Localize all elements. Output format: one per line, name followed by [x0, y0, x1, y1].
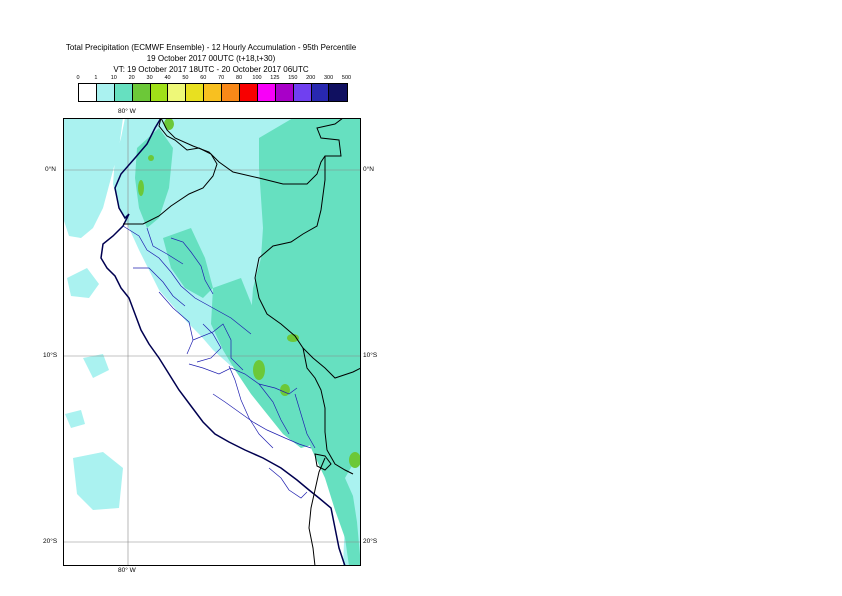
coastline [100, 118, 346, 566]
legend-swatch [132, 84, 151, 101]
legend-threshold-label: 50 [182, 75, 189, 81]
legend-threshold-label: 30 [146, 75, 153, 81]
precip-area-medium-east [251, 118, 361, 566]
legend-threshold-label: 150 [288, 75, 298, 81]
map-title: Total Precipitation (ECMWF Ensemble) - 1… [0, 42, 422, 75]
bolivia-chile-border [308, 457, 326, 566]
precip-spot-green-7 [148, 155, 154, 161]
color-legend: 0 1 10 20 30 40 50 60 70 80 100 125 150 200 300 500 [70, 75, 360, 84]
precip-spot-green-5 [287, 334, 299, 342]
legend-threshold-label: 60 [200, 75, 207, 81]
legend-threshold-label: 20 [128, 75, 135, 81]
legend-threshold-label: 125 [270, 75, 280, 81]
region-border-5 [158, 291, 194, 355]
precip-spot-green-3 [253, 360, 265, 380]
lon-label-top: 80° W [118, 108, 136, 115]
region-border-6 [192, 323, 244, 371]
title-line-2: 19 October 2017 00UTC (t+18,t+30) [146, 54, 276, 63]
region-border-2 [146, 227, 184, 265]
legend-swatch [168, 84, 187, 101]
precip-area-medium-west [163, 228, 213, 298]
peru-eastern-border [302, 347, 354, 475]
region-border-9 [228, 365, 274, 449]
lat-label-right-0: 0°N [363, 166, 374, 173]
precip-area-light-patch-4 [65, 410, 85, 428]
legend-swatch [275, 84, 294, 101]
internal-regions [122, 225, 316, 499]
legend-swatch [222, 84, 241, 101]
brazil-border [254, 156, 361, 379]
legend-threshold-label: 70 [218, 75, 225, 81]
map-frame [63, 118, 361, 566]
precip-area-medium-north [135, 128, 173, 228]
legend-threshold-label: 80 [236, 75, 243, 81]
precipitation-map [63, 118, 361, 566]
precip-spot-green-2 [138, 180, 144, 196]
lat-label-right-20: 20°S [363, 538, 378, 545]
legend-swatch [96, 84, 115, 101]
legend-swatch [186, 84, 205, 101]
region-border-13 [196, 323, 222, 363]
legend-swatch [293, 84, 312, 101]
region-border-7 [188, 363, 298, 395]
legend-color-bar [78, 83, 349, 102]
legend-threshold-label: 0 [76, 75, 80, 81]
title-line-3: VT: 19 October 2017 18UTC - 20 October 2… [113, 65, 309, 74]
legend-threshold-label: 100 [252, 75, 262, 81]
ecuador-border [123, 118, 218, 225]
precip-spot-green-6 [349, 452, 361, 468]
legend-threshold-label: 500 [341, 75, 352, 81]
precip-area-light-ocean [63, 118, 123, 238]
region-border-10 [258, 383, 290, 435]
region-border-3 [133, 267, 186, 307]
legend-threshold-label: 10 [110, 75, 117, 81]
lat-label-left-20: 20°S [43, 538, 58, 545]
region-border-12 [268, 467, 308, 499]
lat-label-right-10: 10°S [363, 352, 378, 359]
legend-threshold-label: 300 [324, 75, 334, 81]
legend-swatch [114, 84, 133, 101]
precip-area-light-patch-1 [73, 452, 123, 510]
legend-threshold-label: 1 [94, 75, 98, 81]
legend-labels: 0 1 10 20 30 40 50 60 70 80 100 125 150 200 300 500 [70, 75, 360, 84]
colombia-border [160, 118, 344, 185]
precip-area-light-patch-3 [83, 354, 109, 378]
legend-swatch [329, 84, 348, 101]
lon-label-bottom: 80° W [118, 567, 136, 574]
legend-swatch [257, 84, 276, 101]
region-border-11 [294, 393, 316, 449]
region-border-8 [212, 393, 312, 449]
lat-label-left-0: 0°N [45, 166, 56, 173]
legend-swatch [311, 84, 330, 101]
precip-spot-green-4 [280, 384, 290, 396]
region-border-4 [170, 237, 214, 295]
lat-label-left-10: 10°S [43, 352, 58, 359]
region-border-1 [122, 225, 252, 335]
legend-swatch [150, 84, 169, 101]
legend-swatch [240, 84, 258, 101]
title-line-1: Total Precipitation (ECMWF Ensemble) - 1… [65, 43, 357, 52]
legend-threshold-label: 40 [164, 75, 171, 81]
legend-swatch [79, 84, 97, 101]
precip-area-light-patch-2 [67, 268, 99, 298]
lake-titicaca [314, 453, 332, 471]
legend-swatch [204, 84, 223, 101]
precip-spot-green-1 [164, 118, 174, 130]
legend-threshold-label: 200 [306, 75, 316, 81]
